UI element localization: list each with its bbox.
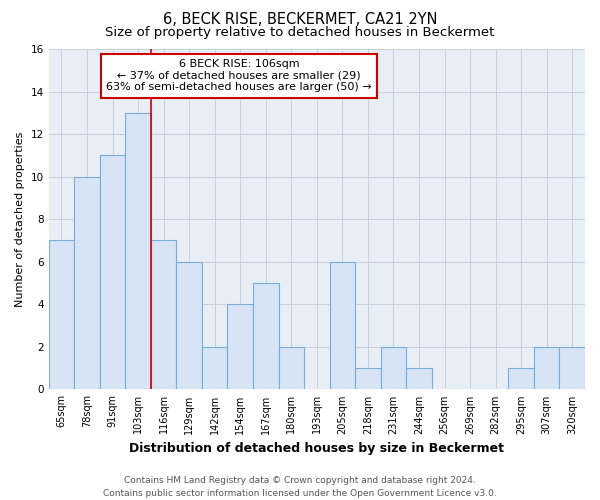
Bar: [559, 347, 585, 390]
Bar: [49, 240, 74, 390]
Bar: [508, 368, 534, 390]
X-axis label: Distribution of detached houses by size in Beckermet: Distribution of detached houses by size …: [130, 442, 505, 455]
Text: Contains HM Land Registry data © Crown copyright and database right 2024.
Contai: Contains HM Land Registry data © Crown c…: [103, 476, 497, 498]
Bar: [100, 156, 125, 390]
Text: 6 BECK RISE: 106sqm
← 37% of detached houses are smaller (29)
63% of semi-detach: 6 BECK RISE: 106sqm ← 37% of detached ho…: [106, 59, 372, 92]
Bar: [151, 240, 176, 390]
Text: 6, BECK RISE, BECKERMET, CA21 2YN: 6, BECK RISE, BECKERMET, CA21 2YN: [163, 12, 437, 28]
Bar: [253, 283, 278, 390]
Bar: [125, 113, 151, 390]
Bar: [380, 347, 406, 390]
Bar: [74, 176, 100, 390]
Bar: [202, 347, 227, 390]
Bar: [406, 368, 432, 390]
Bar: [355, 368, 380, 390]
Bar: [278, 347, 304, 390]
Text: Size of property relative to detached houses in Beckermet: Size of property relative to detached ho…: [106, 26, 494, 39]
Bar: [329, 262, 355, 390]
Y-axis label: Number of detached properties: Number of detached properties: [15, 132, 25, 307]
Bar: [227, 304, 253, 390]
Bar: [176, 262, 202, 390]
Bar: [534, 347, 559, 390]
